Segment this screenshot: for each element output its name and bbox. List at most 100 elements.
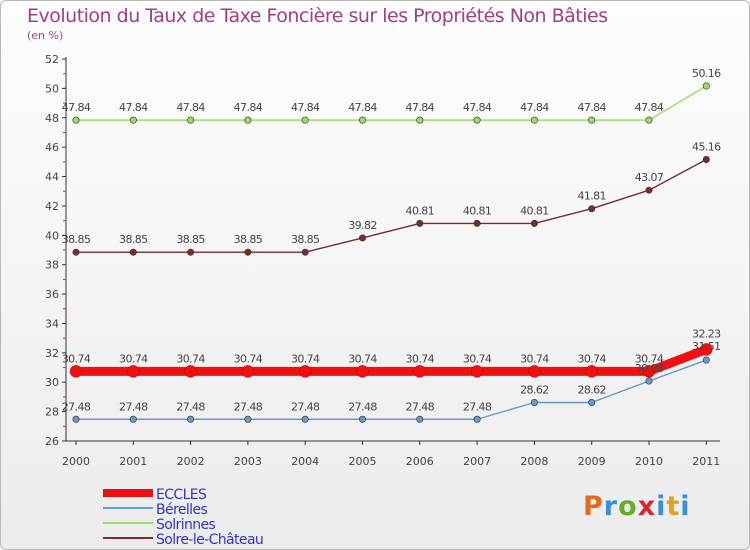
logo-letter-x: x <box>637 491 657 522</box>
data-label: 47.84 <box>176 101 205 114</box>
data-point <box>530 399 538 407</box>
series-line-b-relles <box>75 359 707 420</box>
data-point <box>642 365 656 378</box>
data-label: 30.74 <box>234 352 263 365</box>
data-label: 38.85 <box>234 233 263 246</box>
data-label: 47.84 <box>635 101 664 114</box>
y-tick-label: 52 <box>45 53 59 66</box>
data-point <box>645 186 653 194</box>
data-label: 47.84 <box>291 101 320 114</box>
data-label: 47.84 <box>406 101 435 114</box>
data-label: 38.85 <box>62 233 91 246</box>
data-point <box>301 248 309 256</box>
data-label: 47.84 <box>62 101 91 114</box>
data-point <box>244 415 252 423</box>
logo-letter-i: i <box>656 491 667 522</box>
data-label: 30.74 <box>463 352 492 365</box>
data-label: 30.74 <box>520 352 549 365</box>
data-label: 30.74 <box>635 352 664 365</box>
data-label: 47.84 <box>119 101 148 114</box>
y-tick-label: 26 <box>45 435 59 448</box>
data-point <box>129 415 137 423</box>
data-point <box>528 365 541 378</box>
logo-letter-i2: i <box>680 491 691 522</box>
legend-label: Solrinnes <box>156 517 216 533</box>
data-label: 27.48 <box>234 400 263 413</box>
y-tick-label: 32 <box>45 347 59 360</box>
data-point <box>129 248 137 256</box>
x-tick-label: 2010 <box>635 455 663 468</box>
data-point <box>473 219 481 227</box>
data-point <box>129 116 137 124</box>
data-label: 30.08 <box>635 362 664 375</box>
data-point <box>413 365 427 378</box>
data-label: 27.48 <box>348 400 377 413</box>
data-point <box>645 116 653 124</box>
data-point <box>187 116 195 124</box>
data-label: 27.48 <box>62 400 91 413</box>
x-tick-label: 2006 <box>406 455 434 468</box>
data-point <box>358 415 366 423</box>
data-label: 50.16 <box>692 67 721 80</box>
x-tick-label: 2011 <box>692 455 720 468</box>
legend-label: Bérelles <box>156 502 207 518</box>
data-point <box>530 219 538 227</box>
y-tick-label: 42 <box>45 200 59 213</box>
data-label: 41.81 <box>577 190 606 203</box>
data-label: 30.74 <box>348 352 377 365</box>
x-tick-label: 2004 <box>291 455 319 468</box>
y-tick-label: 48 <box>45 112 59 125</box>
data-label: 30.74 <box>119 352 148 365</box>
data-point <box>72 248 80 256</box>
y-tick-label: 40 <box>45 229 59 242</box>
data-label: 28.62 <box>577 384 606 397</box>
data-label: 30.74 <box>291 352 320 365</box>
series-line-eccles <box>71 344 711 376</box>
data-point <box>530 116 538 124</box>
data-label: 38.85 <box>119 233 148 246</box>
data-point <box>298 365 312 378</box>
data-label: 45.16 <box>692 140 721 153</box>
data-label: 30.74 <box>577 352 606 365</box>
data-point <box>301 116 309 124</box>
data-label: 39.82 <box>348 219 377 232</box>
chart-title: Evolution du Taux de Taxe Foncière sur l… <box>27 5 608 27</box>
data-label: 38.85 <box>176 233 205 246</box>
y-tick-label: 50 <box>45 82 59 95</box>
data-point <box>244 248 252 256</box>
data-label: 47.84 <box>463 101 492 114</box>
data-point <box>127 365 140 378</box>
data-point <box>588 205 596 213</box>
data-point <box>356 365 369 378</box>
x-tick-label: 2002 <box>177 455 205 468</box>
data-point <box>187 415 195 423</box>
x-tick-label: 2007 <box>463 455 491 468</box>
y-tick-label: 34 <box>45 317 59 330</box>
y-tick-label: 38 <box>45 259 59 272</box>
data-label: 27.48 <box>463 400 492 413</box>
y-tick-label: 28 <box>45 406 59 419</box>
data-point <box>588 399 596 407</box>
series-line-solrinnes <box>75 85 707 121</box>
data-point <box>244 116 252 124</box>
data-label: 43.07 <box>635 171 664 184</box>
x-tick-label: 2003 <box>234 455 262 468</box>
data-point <box>702 155 710 163</box>
data-point <box>72 116 80 124</box>
logo-letter-r: r <box>603 491 619 522</box>
y-tick-label: 36 <box>45 288 59 301</box>
x-tick-label: 2000 <box>62 455 90 468</box>
data-point <box>588 116 596 124</box>
data-label: 47.84 <box>348 101 377 114</box>
x-tick-label: 2005 <box>349 455 377 468</box>
data-label: 47.84 <box>577 101 606 114</box>
data-point <box>358 234 366 242</box>
data-point <box>702 356 710 364</box>
data-label: 30.74 <box>176 352 205 365</box>
data-point <box>470 365 484 378</box>
data-point <box>416 116 424 124</box>
data-label: 27.48 <box>406 400 435 413</box>
data-label: 27.48 <box>291 400 320 413</box>
